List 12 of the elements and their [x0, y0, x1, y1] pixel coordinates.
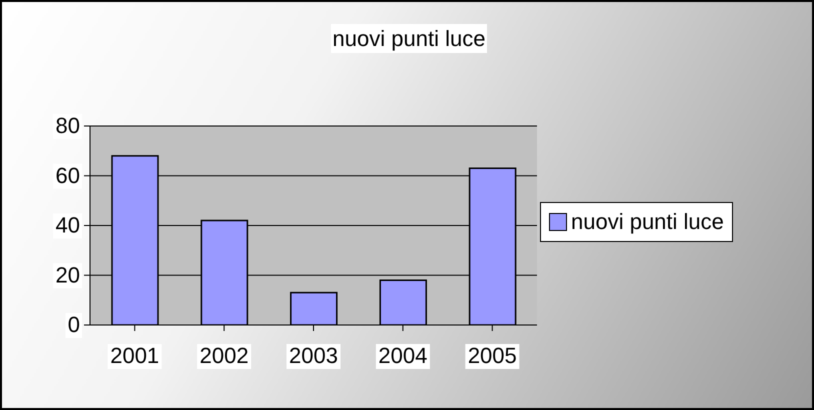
y-tick-label: 40 [56, 212, 80, 238]
y-tick-label: 20 [56, 262, 80, 288]
legend-label: nuovi punti luce [571, 209, 724, 235]
y-tick-label: 60 [56, 162, 80, 188]
y-tick-label: 80 [56, 113, 80, 138]
x-tick-label: 2004 [378, 343, 428, 368]
x-tick-label: 2003 [289, 343, 338, 368]
x-tick-label: 2005 [468, 343, 517, 368]
x-tick-label: 2002 [200, 343, 249, 368]
chart-title: nuovi punti luce [330, 24, 488, 53]
y-tick-label: 0 [68, 312, 80, 337]
x-tick-label: 2001 [110, 343, 160, 368]
